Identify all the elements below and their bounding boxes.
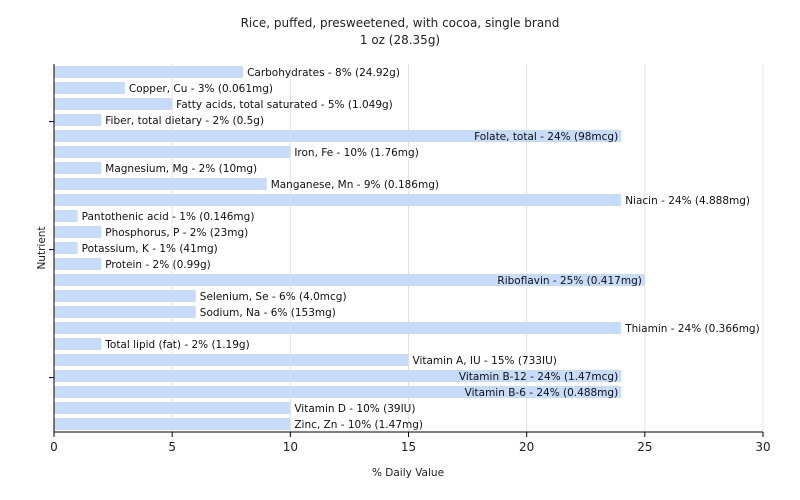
bar-label: Copper, Cu - 3% (0.061mg) [129,83,273,95]
bar [54,354,409,366]
x-tick-label: 15 [401,440,416,454]
bar-label: Fiber, total dietary - 2% (0.5g) [105,115,264,127]
bar-label: Vitamin D - 10% (39IU) [294,403,415,415]
x-tick-label: 25 [637,440,652,454]
chart-subtitle: 1 oz (28.35g) [360,33,440,47]
bar [54,258,102,270]
bar [54,322,622,334]
bar-label: Selenium, Se - 6% (4.0mcg) [200,291,347,303]
bar-label: Iron, Fe - 10% (1.76mg) [294,147,418,159]
bar [54,210,78,222]
bar [54,402,291,414]
bar-label: Niacin - 24% (4.888mg) [625,195,750,207]
bar-label: Sodium, Na - 6% (153mg) [200,307,336,319]
bars: Carbohydrates - 8% (24.92g) Copper, Cu - … [54,66,760,431]
bar-label: Zinc, Zn - 10% (1.47mg) [294,419,423,431]
bar-label: Riboflavin - 25% (0.417mg) [497,275,641,287]
bar-label: Vitamin B-12 - 24% (1.47mcg) [459,371,618,383]
bar [54,178,267,190]
x-axis-label: % Daily Value [372,467,444,479]
bar-label: Vitamin B-6 - 24% (0.488mg) [465,387,619,399]
bar [54,98,173,110]
x-tick-labels: 0 5 10 15 20 25 30 [50,440,770,454]
bar-label: Phosphorus, P - 2% (23mg) [105,227,248,239]
x-tick-label: 20 [519,440,534,454]
y-axis-label: Nutrient [36,226,48,269]
bar-label: Total lipid (fat) - 2% (1.19g) [104,339,249,351]
bar-label: Carbohydrates - 8% (24.92g) [247,67,400,79]
bar [54,418,291,430]
bar [54,370,622,382]
bar [54,290,196,302]
bar [54,82,125,94]
bar [54,66,244,78]
bar-label: Fatty acids, total saturated - 5% (1.049… [176,99,393,111]
bar [54,274,645,286]
bar [54,306,196,318]
axes [49,64,764,437]
x-tick-label: 5 [168,440,176,454]
bar-label: Pantothenic acid - 1% (0.146mg) [82,211,255,223]
chart-title: Rice, puffed, presweetened, with cocoa, … [241,16,560,30]
bar [54,338,102,350]
bar-label: Protein - 2% (0.99g) [105,259,211,271]
bar-label: Thiamin - 24% (0.366mg) [624,323,760,335]
bar-label: Magnesium, Mg - 2% (10mg) [105,163,257,175]
bar [54,386,622,398]
bar [54,226,102,238]
x-tick-label: 10 [283,440,298,454]
bar [54,130,622,142]
bar [54,114,102,126]
bar [54,162,102,174]
bar-label: Potassium, K - 1% (41mg) [82,243,218,255]
bar-label: Vitamin A, IU - 15% (733IU) [413,355,557,367]
bar-label: Manganese, Mn - 9% (0.186mg) [271,179,439,191]
bar [54,242,78,254]
x-tick-label: 0 [50,440,58,454]
bar [54,194,622,206]
bar-label: Folate, total - 24% (98mcg) [474,131,618,143]
x-tick-label: 30 [755,440,770,454]
gridlines [53,64,764,432]
bar [54,146,291,158]
